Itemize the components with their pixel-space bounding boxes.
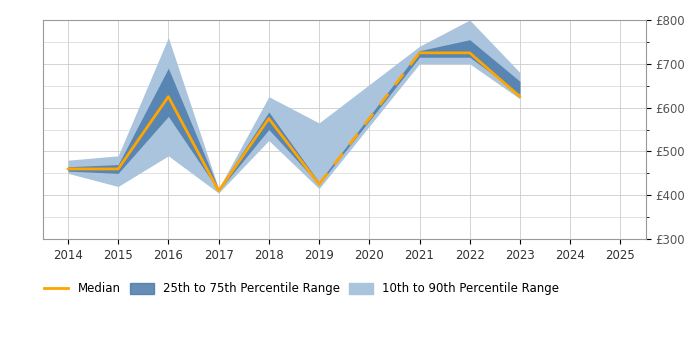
Legend: Median, 25th to 75th Percentile Range, 10th to 90th Percentile Range: Median, 25th to 75th Percentile Range, 1…	[41, 279, 563, 299]
